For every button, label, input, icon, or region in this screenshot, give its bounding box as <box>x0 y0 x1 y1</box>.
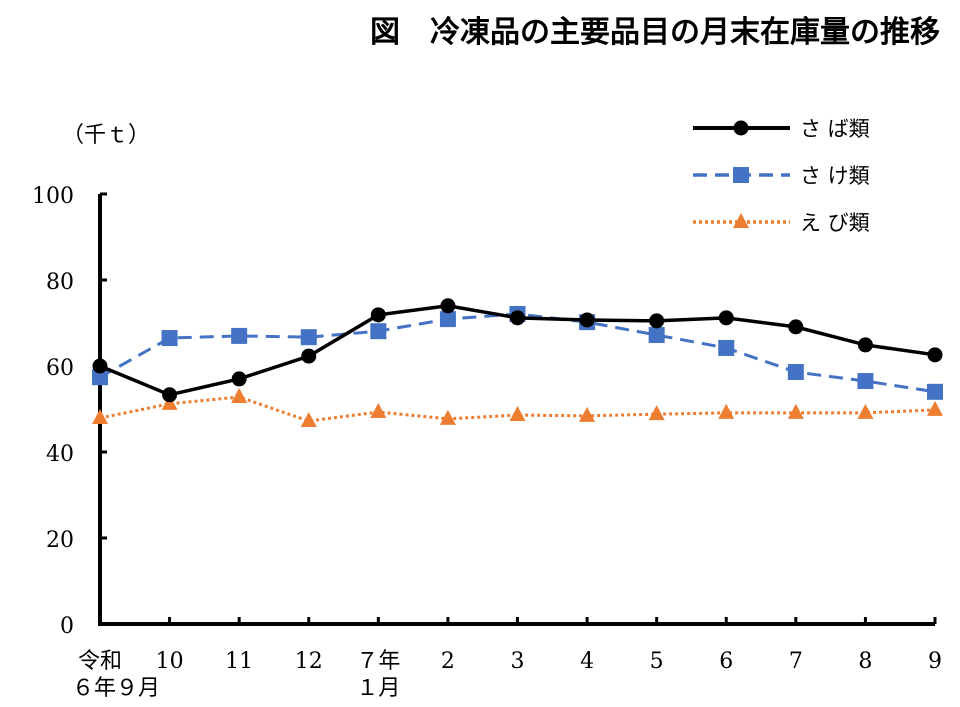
legend-label: え び類 <box>800 211 870 235</box>
circle-marker <box>579 312 595 328</box>
circle-marker <box>788 319 804 335</box>
circle-marker <box>510 310 525 326</box>
x-tick-label: 2 <box>441 649 455 674</box>
square-marker <box>648 327 665 344</box>
x-tick-label: 12 <box>295 649 323 674</box>
x-tick-label: 7 <box>789 649 803 674</box>
circle-marker <box>440 298 456 314</box>
square-marker <box>370 323 387 340</box>
series-circle <box>92 298 943 403</box>
y-tick-label: 0 <box>60 614 74 639</box>
square-marker <box>231 327 248 344</box>
triangle-marker <box>927 400 943 416</box>
circle-marker <box>370 307 386 323</box>
circle-marker <box>857 337 873 353</box>
x-tick-label: 8 <box>858 649 872 674</box>
circle-marker <box>718 310 734 326</box>
series-line <box>99 312 936 394</box>
square-marker <box>92 369 108 386</box>
triangle-marker <box>92 409 108 425</box>
x-tick-label: 6 <box>719 649 733 674</box>
square-marker <box>300 329 317 346</box>
square-marker <box>927 383 943 400</box>
legend-label: さ け類 <box>800 164 870 188</box>
circle-marker <box>649 313 665 329</box>
triangle-marker <box>787 403 804 419</box>
y-tick-label: 40 <box>46 442 74 467</box>
triangle-marker <box>509 406 526 422</box>
y-tick-label: 80 <box>46 270 74 295</box>
circle-marker <box>301 348 317 364</box>
triangle-marker <box>733 213 749 228</box>
x-tick-label: 5 <box>650 649 664 674</box>
x-tick-label: 令和 <box>78 649 122 674</box>
triangle-marker <box>579 406 596 422</box>
y-tick-label: 100 <box>32 184 74 209</box>
x-tick-label: 10 <box>156 649 184 674</box>
circle-marker <box>231 371 247 387</box>
x-tick-label: ７年 <box>356 649 400 674</box>
x-tick-label: 4 <box>580 649 594 674</box>
y-tick-label: 60 <box>46 356 74 381</box>
y-tick-label: 20 <box>46 528 74 553</box>
chart-title: 図 冷凍品の主要品目の月末在庫量の推移 <box>370 15 940 50</box>
square-marker <box>857 373 874 390</box>
x-tick-label: 3 <box>511 649 525 674</box>
triangle-marker <box>718 403 735 419</box>
x-tick-label: 9 <box>928 649 942 674</box>
y-axis-unit-label: （千ｔ） <box>62 123 150 148</box>
circle-marker <box>92 358 108 374</box>
legend-label: さ ば類 <box>800 117 870 141</box>
square-marker <box>439 311 456 328</box>
x-tick-label: 11 <box>225 649 253 674</box>
square-marker <box>718 339 735 356</box>
x-tick-label: １月 <box>356 676 400 701</box>
square-marker <box>161 330 178 347</box>
triangle-marker <box>857 403 874 419</box>
triangle-marker <box>439 409 456 425</box>
circle-marker <box>927 347 943 363</box>
triangle-marker <box>648 405 665 421</box>
circle-marker <box>162 387 178 403</box>
triangle-marker <box>300 412 317 428</box>
series-triangle <box>92 387 943 428</box>
triangle-marker <box>231 387 248 403</box>
square-marker <box>787 364 804 381</box>
triangle-marker <box>161 394 178 410</box>
circle-marker <box>733 120 749 136</box>
square-marker <box>733 167 749 183</box>
x-tick-label: ６年９月 <box>72 676 160 701</box>
triangle-marker <box>370 403 387 419</box>
